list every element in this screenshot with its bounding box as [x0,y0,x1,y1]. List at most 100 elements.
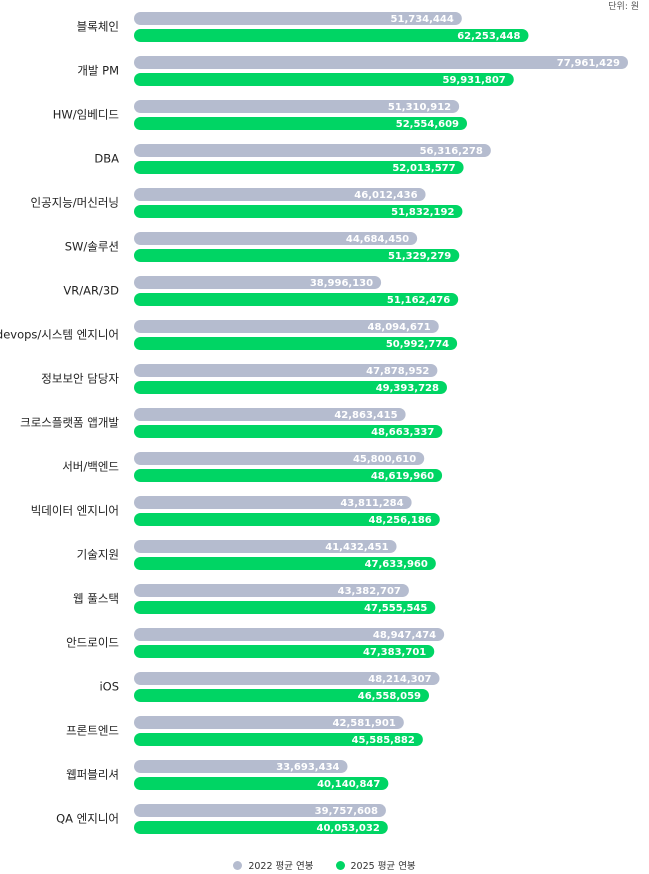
value-label-2022: 45,800,610 [353,454,416,465]
bar-2025 [134,293,459,306]
bar-2025 [134,601,436,614]
bar-2022 [134,12,462,25]
value-label-2025: 40,053,032 [317,823,380,834]
bar-2022 [134,232,418,245]
value-label-2025: 59,931,807 [442,75,505,86]
legend-item-2025: 2025 평균 연봉 [335,858,416,872]
bar-2025 [134,689,430,702]
category-label: SW/솔루션 [65,240,119,254]
value-label-2022: 48,947,474 [373,630,436,641]
bar-2022 [134,628,445,641]
value-label-2025: 48,256,186 [369,515,432,526]
value-label-2025: 51,329,279 [388,251,451,262]
value-label-2025: 51,832,192 [391,207,454,218]
value-label-2022: 77,961,429 [557,58,620,69]
bar-2025 [134,117,468,130]
unit-label: 단위: 원 [608,2,639,12]
value-label-2025: 48,619,960 [371,471,434,482]
legend-label-2025: 2025 평균 연봉 [350,861,416,872]
value-label-2022: 48,094,671 [367,322,430,333]
bar-2025 [134,249,460,262]
bar-2025 [134,733,423,746]
value-label-2025: 52,013,577 [392,163,455,174]
value-label-2022: 43,382,707 [338,586,401,597]
bar-2022 [134,540,397,553]
category-label: 블록체인 [77,20,119,34]
category-label: 웹 풀스택 [73,592,119,606]
value-label-2025: 47,555,545 [364,603,427,614]
value-label-2025: 51,162,476 [387,295,450,306]
legend-dot-2022 [233,860,243,870]
category-label: HW/임베디드 [53,108,119,122]
bar-2022 [134,364,438,377]
bar-2025 [134,425,443,438]
value-label-2022: 43,811,284 [340,498,403,509]
bar-2025 [134,381,447,394]
value-label-2025: 47,383,701 [363,647,426,658]
category-label: 안드로이드 [66,636,119,650]
bar-2022 [134,584,409,597]
value-label-2025: 45,585,882 [352,735,415,746]
bar-2022 [134,408,406,421]
value-label-2025: 47,633,960 [365,559,428,570]
bar-2022 [134,760,348,773]
value-label-2022: 48,214,307 [368,674,431,685]
bar-2022 [134,716,404,729]
category-label: 크로스플랫폼 앱개발 [20,416,119,430]
bar-2022 [134,496,412,509]
value-label-2025: 50,992,774 [386,339,449,350]
value-label-2025: 52,554,609 [396,119,459,130]
value-label-2022: 44,684,450 [346,234,409,245]
category-label: 인공지능/머신러닝 [30,196,119,210]
category-label: devops/시스템 엔지니어 [0,328,119,342]
bar-2022 [134,56,628,69]
bar-2025 [134,645,435,658]
value-label-2022: 42,581,901 [333,718,396,729]
bar-2022 [134,452,425,465]
bar-2025 [134,469,443,482]
value-label-2022: 42,863,415 [334,410,397,421]
bar-2022 [134,144,491,157]
value-label-2022: 47,878,952 [366,366,429,377]
category-label: 정보보안 담당자 [41,372,119,386]
bar-2025 [134,161,464,174]
legend-label-2022: 2022 평균 연봉 [248,861,314,872]
bar-2022 [134,672,440,685]
category-label: DBA [94,152,119,166]
value-label-2022: 41,432,451 [325,542,388,553]
bar-2022 [134,804,386,817]
bar-2022 [134,100,460,113]
bar-2025 [134,205,463,218]
value-label-2025: 40,140,847 [317,779,380,790]
category-label: QA 엔지니어 [56,812,119,826]
category-label: 개발 PM [77,64,119,78]
value-label-2022: 56,316,278 [420,146,483,157]
value-label-2022: 39,757,608 [315,806,378,817]
category-label: iOS [99,680,119,694]
category-label: VR/AR/3D [63,284,119,298]
category-label: 서버/백엔드 [62,460,119,474]
legend: 2022 평균 연봉 2025 평균 연봉 [0,858,649,872]
category-label: 기술지원 [77,548,119,562]
category-label: 빅데이터 엔지니어 [31,504,119,518]
legend-item-2022: 2022 평균 연봉 [233,858,314,872]
value-label-2025: 46,558,059 [358,691,421,702]
legend-dot-2025 [335,860,345,870]
category-label: 웹퍼블리셔 [66,768,119,782]
value-label-2022: 51,734,444 [391,14,454,25]
value-label-2022: 51,310,912 [388,102,451,113]
value-label-2022: 38,996,130 [310,278,373,289]
bar-2022 [134,276,382,289]
value-label-2025: 49,393,728 [376,383,439,394]
bar-2025 [134,777,389,790]
bar-2022 [134,188,426,201]
value-label-2022: 33,693,434 [276,762,339,773]
category-label: 프론트엔드 [66,724,119,738]
bar-2025 [134,337,458,350]
bar-2025 [134,29,529,42]
bar-2025 [134,821,388,834]
bar-2022 [134,320,439,333]
value-label-2025: 62,253,448 [457,31,520,42]
value-label-2022: 46,012,436 [354,190,417,201]
